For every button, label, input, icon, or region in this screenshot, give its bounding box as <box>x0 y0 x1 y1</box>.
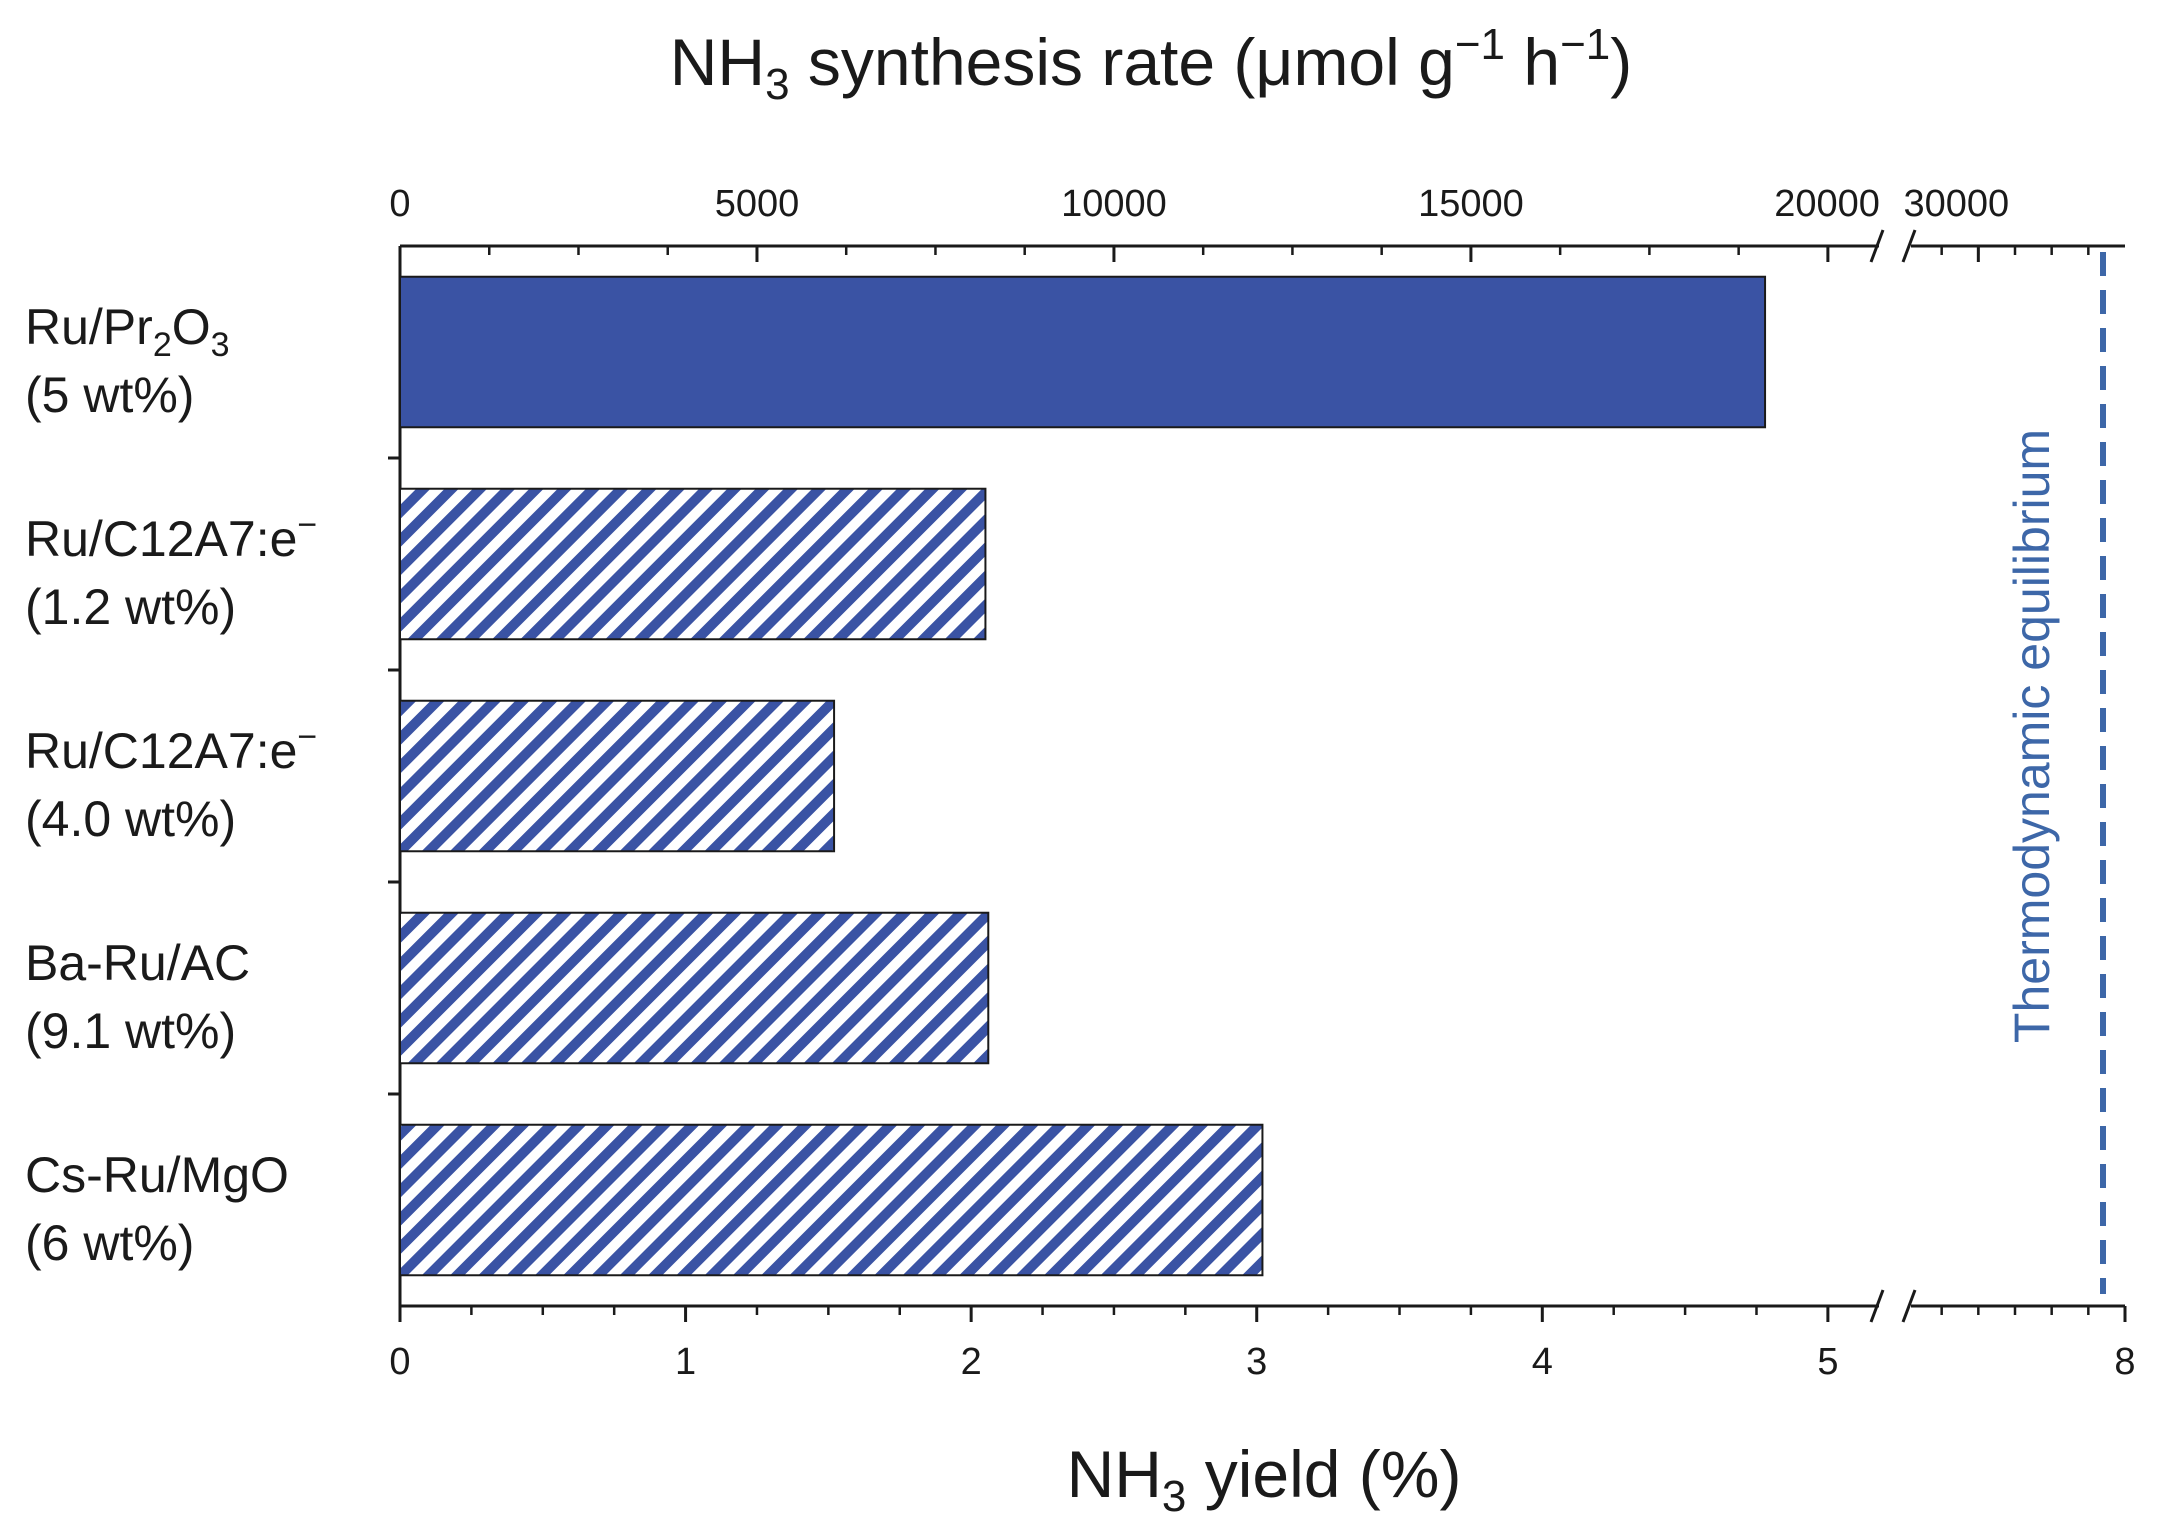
category-labels-layer: Ru/Pr2O3(5 wt%) Ru/C12A7:e− (1.2 wt%) Ru/C1… <box>25 299 317 1271</box>
category-label: Cs-Ru/MgO <box>25 1147 289 1203</box>
thermodynamic-equilibrium-label: Thermodynamic equilibrium <box>2004 429 2060 1043</box>
axes-layer: 0 1 2 3 4 5 8 0 5000 10000 15000 20000 30000 <box>388 183 2136 1383</box>
bottom-tick-label: 5 <box>1817 1341 1838 1383</box>
bars-layer <box>399 275 1767 1277</box>
bottom-tick-label: 1 <box>675 1341 696 1383</box>
top-axis-title-mid: synthesis rate (μmol g <box>790 25 1455 99</box>
top-axis-title-post: ) <box>1610 25 1632 99</box>
category-label: Ru/Pr2O3 <box>25 299 230 364</box>
category-loading-label: (1.2 wt%) <box>25 579 236 635</box>
top-tick-label: 20000 <box>1774 183 1880 225</box>
category-loading-label: (6 wt%) <box>25 1215 194 1271</box>
top-tick-label: 0 <box>389 183 410 225</box>
top-axis-break-mark <box>1869 229 1885 263</box>
bar-1 <box>399 275 1767 429</box>
bottom-tick-label: 8 <box>2114 1341 2135 1383</box>
bottom-tick-label: 0 <box>389 1341 410 1383</box>
top-tick-label: 10000 <box>1061 183 1167 225</box>
top-axis-title-mid2: h <box>1505 25 1560 99</box>
category-loading-label: (9.1 wt%) <box>25 1003 236 1059</box>
bar-2 <box>399 487 987 641</box>
top-tick-label: 5000 <box>715 183 800 225</box>
bottom-axis-break-mark <box>1869 1289 1885 1323</box>
bottom-tick-label: 2 <box>961 1341 982 1383</box>
category-label: Ru/C12A7:e− <box>25 506 317 567</box>
category-loading-label: (4.0 wt%) <box>25 791 236 847</box>
bottom-tick-label: 4 <box>1532 1341 1553 1383</box>
top-axis-break-mark <box>1901 229 1917 263</box>
bottom-axis-title: NH3 yield (%) <box>1067 1437 1462 1521</box>
top-tick-label: 30000 <box>1903 183 2009 225</box>
top-tick-label: 15000 <box>1418 183 1524 225</box>
reference-layer: Thermodynamic equilibrium <box>2004 252 2106 1294</box>
bottom-axis-title-pre: NH <box>1067 1437 1162 1511</box>
bottom-axis-title-sub: 3 <box>1162 1472 1186 1521</box>
bar-5 <box>399 1123 1264 1277</box>
category-loading-label: (5 wt%) <box>25 367 194 423</box>
top-axis-title-sub: 3 <box>765 60 789 109</box>
bottom-tick-label: 3 <box>1246 1341 1267 1383</box>
top-axis-title-pre: NH <box>670 25 765 99</box>
bar-4 <box>399 911 990 1065</box>
top-axis-title-sup2: −1 <box>1560 20 1610 69</box>
bottom-axis-title-post: yield (%) <box>1186 1437 1461 1511</box>
top-axis-title-sup1: −1 <box>1455 20 1505 69</box>
top-axis-title: NH3 synthesis rate (μmol g−1 h−1) <box>670 20 1632 109</box>
category-label: Ru/C12A7:e− <box>25 718 317 779</box>
category-label: Ba-Ru/AC <box>25 935 250 991</box>
bar-3 <box>399 699 836 853</box>
bottom-axis-break-mark <box>1901 1289 1917 1323</box>
